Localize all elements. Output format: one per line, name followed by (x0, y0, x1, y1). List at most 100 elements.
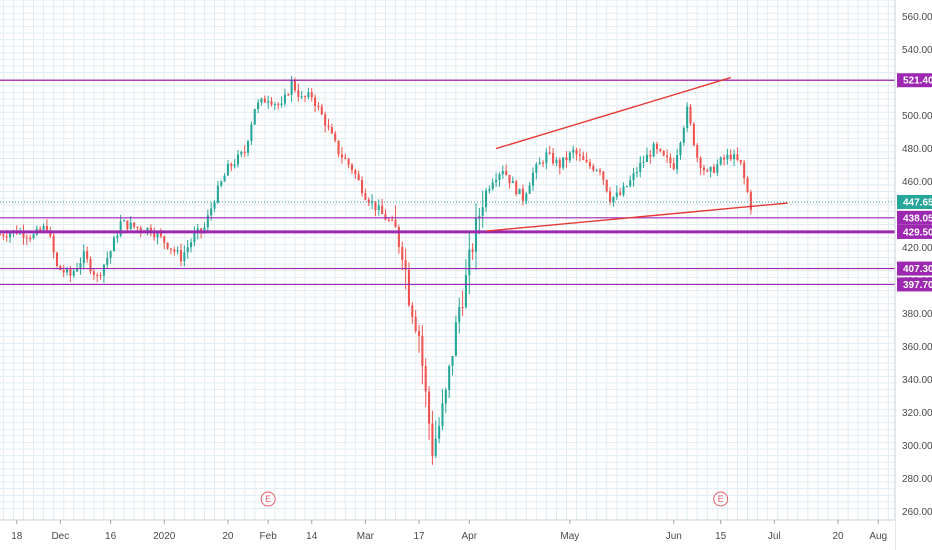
candle-body (508, 174, 511, 184)
candle-body (193, 233, 196, 243)
candle-body (230, 163, 233, 167)
candle-body (287, 94, 290, 96)
trendline[interactable] (485, 202, 788, 232)
candle-body (99, 274, 102, 276)
candle-body (82, 251, 85, 264)
trendlines[interactable] (485, 76, 788, 232)
candle-body (377, 205, 380, 210)
candle-body (183, 252, 186, 262)
candle-body (303, 96, 307, 98)
candle-body (505, 170, 508, 175)
candle-body (320, 106, 323, 115)
candle-body (723, 157, 726, 160)
candle-body (190, 242, 193, 248)
candle-body (417, 330, 421, 336)
candle-body (733, 154, 736, 160)
price-badge-label: 438.05 (903, 213, 932, 224)
candle-body (649, 154, 652, 157)
candle-body (655, 143, 659, 150)
candle-body (501, 170, 504, 175)
candle-body (491, 182, 494, 189)
candle-body (485, 190, 488, 208)
candle-body (528, 185, 531, 194)
candle-body (153, 233, 156, 238)
candle-body (273, 103, 276, 105)
price-badge (897, 277, 932, 292)
candle-body (394, 220, 397, 228)
candle-body (9, 233, 12, 238)
candle-body (474, 217, 478, 252)
candle-body (588, 162, 592, 167)
price-tick-label: 260.00 (902, 507, 932, 518)
candle-body (96, 274, 99, 276)
candle-body (609, 191, 612, 203)
candle-body (696, 145, 699, 158)
candle-body (404, 259, 407, 270)
candle-body (615, 192, 618, 197)
candle-body (86, 251, 89, 259)
candle-body (253, 108, 256, 125)
candle-body (454, 322, 457, 356)
candle-body (666, 155, 669, 158)
earnings-marker[interactable] (713, 491, 729, 507)
candle-body (525, 193, 528, 201)
candle-body (22, 231, 25, 238)
candle-body (411, 305, 414, 317)
candle-body (712, 167, 716, 173)
candle-body (625, 186, 628, 188)
candle-body (659, 149, 662, 152)
candle-body (263, 98, 266, 103)
candle-body (635, 172, 638, 174)
candle-body (739, 160, 742, 163)
candle-body (179, 250, 183, 262)
price-badge-label: 429.50 (903, 227, 932, 238)
candle-body (126, 220, 129, 229)
candle-body (676, 155, 679, 170)
candle-body (267, 101, 270, 103)
price-tick-label: 340.00 (902, 375, 932, 386)
candle-body (562, 157, 565, 168)
horizontal-levels[interactable] (0, 79, 895, 286)
grid (0, 0, 895, 520)
price-badge-label: 407.30 (903, 264, 932, 275)
candle-body (575, 149, 578, 155)
time-axis-panel[interactable] (0, 520, 895, 550)
candle-body (746, 178, 749, 192)
candle-body (428, 391, 431, 424)
time-tick-label: Aug (869, 531, 887, 542)
candle-body (69, 269, 72, 276)
candle-body (146, 227, 149, 233)
earnings-marker[interactable] (260, 491, 276, 507)
candle-body (384, 213, 387, 220)
candle-body (260, 98, 263, 103)
candle-body (414, 316, 417, 331)
candle-body (347, 158, 350, 165)
candle-body (247, 141, 250, 153)
candle-body (344, 157, 347, 159)
candle-body (478, 215, 481, 218)
candle-body (173, 249, 176, 252)
earnings-marker-label: E (718, 494, 724, 504)
candle-body (364, 193, 367, 200)
price-badge-label: 447.65 (903, 197, 932, 208)
time-tick-label: Apr (462, 531, 478, 542)
candle-body (692, 123, 695, 146)
candle-body (598, 170, 602, 172)
candle-body (541, 162, 545, 164)
candle-body (116, 235, 119, 238)
candle-body (25, 237, 28, 239)
trendline[interactable] (495, 76, 731, 150)
candle-body (511, 181, 514, 184)
candle-body (639, 162, 642, 173)
candle-body (2, 234, 5, 237)
candle-body (672, 163, 675, 170)
candle-body (45, 225, 48, 231)
candle-body (458, 307, 461, 323)
candle-body (223, 175, 226, 182)
candle-body (270, 101, 273, 105)
candle-body (317, 106, 320, 108)
candle-body (186, 247, 189, 253)
candle-body (391, 219, 394, 221)
